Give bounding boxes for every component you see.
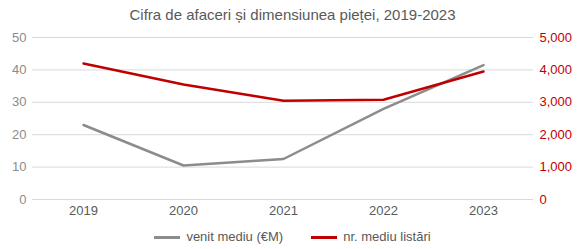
svg-text:1,000: 1,000	[540, 159, 573, 174]
svg-text:20: 20	[12, 127, 26, 142]
svg-text:2021: 2021	[269, 203, 298, 218]
html-text:nr. mediu listări: nr. mediu listări	[343, 228, 431, 244]
svg-text:50: 50	[12, 30, 26, 45]
svg-text:5,000: 5,000	[540, 30, 573, 45]
svg-text:2020: 2020	[169, 203, 198, 218]
svg-text:0: 0	[19, 192, 26, 207]
svg-text:2022: 2022	[369, 203, 398, 218]
svg-text:40: 40	[12, 62, 26, 77]
svg-text:0: 0	[540, 192, 547, 207]
svg-text:4,000: 4,000	[540, 62, 573, 77]
html-text:Cifra de afaceri și dimensiune: Cifra de afaceri și dimensiunea pieței, …	[129, 6, 456, 23]
html-text:venit mediu (€M): venit mediu (€M)	[186, 228, 284, 244]
svg-text:30: 30	[12, 94, 26, 109]
svg-text:2023: 2023	[469, 203, 498, 218]
svg-text:2,000: 2,000	[540, 127, 573, 142]
svg-text:10: 10	[12, 159, 26, 174]
svg-text:2019: 2019	[69, 203, 98, 218]
svg-text:3,000: 3,000	[540, 94, 573, 109]
